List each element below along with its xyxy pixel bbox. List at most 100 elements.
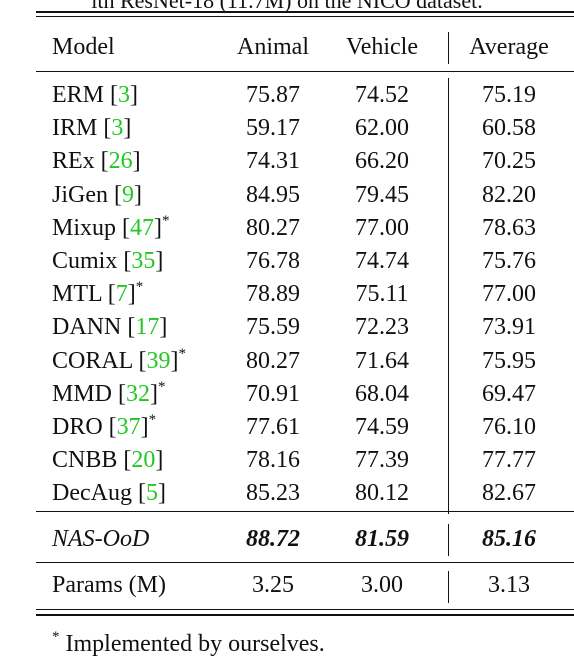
model-name: JiGen xyxy=(52,182,108,208)
model-name: CNBB xyxy=(52,447,118,473)
animal-value: 80.27 xyxy=(246,348,300,374)
model-name: DANN xyxy=(52,314,122,340)
vehicle-value: 68.04 xyxy=(355,381,409,407)
params-divider xyxy=(448,571,449,603)
citation-link[interactable]: 32 xyxy=(126,381,151,407)
self-implemented-mark: * xyxy=(178,346,186,362)
citation-link[interactable]: 9 xyxy=(122,182,134,208)
average-value: 82.20 xyxy=(482,182,536,208)
average-value: 60.58 xyxy=(482,115,536,141)
ours-average-value: 85.16 xyxy=(482,526,536,552)
model-name-cell: DANN [17] xyxy=(52,314,168,340)
animal-value: 77.61 xyxy=(246,414,300,440)
top-rule-inner xyxy=(36,16,574,17)
animal-value: 76.78 xyxy=(246,248,300,274)
model-name: MTL xyxy=(52,281,102,307)
vehicle-value: 77.39 xyxy=(355,447,409,473)
model-name: CORAL xyxy=(52,348,133,374)
model-name-cell: REx [26] xyxy=(52,148,141,174)
footnote: * Implemented by ourselves. xyxy=(52,628,325,660)
self-implemented-mark: * xyxy=(158,379,166,395)
citation-link[interactable]: 26 xyxy=(108,148,133,174)
average-value: 75.76 xyxy=(482,248,536,274)
model-name: DRO xyxy=(52,414,103,440)
vehicle-value: 62.00 xyxy=(355,115,409,141)
header-rule xyxy=(36,71,574,72)
vehicle-value: 79.45 xyxy=(355,182,409,208)
citation-link[interactable]: 47 xyxy=(130,215,155,241)
model-name: DecAug xyxy=(52,480,132,506)
header-divider xyxy=(448,32,449,64)
model-name-cell: CORAL [39]* xyxy=(52,346,186,375)
citation-link[interactable]: 7 xyxy=(115,281,128,307)
model-name-cell: DRO [37]* xyxy=(52,412,157,441)
model-name-cell: MTL [7]* xyxy=(52,279,144,308)
model-name: ERM xyxy=(52,82,105,108)
footnote-text: Implemented by ourselves. xyxy=(65,631,325,657)
vehicle-value: 66.20 xyxy=(355,148,409,174)
animal-value: 84.95 xyxy=(246,182,300,208)
citation-link[interactable]: 35 xyxy=(131,248,156,274)
model-name-cell: CNBB [20] xyxy=(52,447,164,473)
bottom-rule xyxy=(36,614,574,616)
vehicle-value: 72.23 xyxy=(355,314,409,340)
citation-link[interactable]: 17 xyxy=(135,314,160,340)
params-average-value: 3.13 xyxy=(488,572,530,598)
average-value: 82.67 xyxy=(482,480,536,506)
baseline-rule xyxy=(36,511,574,512)
header-average: Average xyxy=(469,34,549,60)
citation-link[interactable]: 20 xyxy=(131,447,156,473)
ours-divider xyxy=(448,524,449,556)
vehicle-value: 71.64 xyxy=(355,348,409,374)
animal-value: 74.31 xyxy=(246,148,300,174)
average-value: 70.25 xyxy=(482,148,536,174)
vehicle-value: 74.52 xyxy=(355,82,409,108)
body-divider xyxy=(448,78,449,514)
citation-link[interactable]: 5 xyxy=(145,480,158,506)
average-value: 75.19 xyxy=(482,82,536,108)
animal-value: 75.87 xyxy=(246,82,300,108)
bottom-rule-inner xyxy=(36,609,574,610)
model-name: REx xyxy=(52,148,95,174)
header-model: Model xyxy=(52,34,115,60)
model-name: Cumix xyxy=(52,248,118,274)
ours-vehicle-value: 81.59 xyxy=(355,526,409,552)
ours-model-name: NAS-OoD xyxy=(52,526,150,552)
average-value: 69.47 xyxy=(482,381,536,407)
vehicle-value: 74.74 xyxy=(355,248,409,274)
vehicle-value: 75.11 xyxy=(355,281,409,307)
vehicle-value: 77.00 xyxy=(355,215,409,241)
average-value: 75.95 xyxy=(482,348,536,374)
animal-value: 80.27 xyxy=(246,215,300,241)
citation-link[interactable]: 3 xyxy=(118,82,131,108)
animal-value: 78.89 xyxy=(246,281,300,307)
model-name-cell: JiGen [9] xyxy=(52,182,142,208)
citation-link[interactable]: 37 xyxy=(116,414,141,440)
average-value: 76.10 xyxy=(482,414,536,440)
params-vehicle-value: 3.00 xyxy=(361,572,403,598)
citation-link[interactable]: 39 xyxy=(146,348,171,374)
table-caption: ith ResNet-18 (11.7M) on the NICO datase… xyxy=(91,0,483,13)
model-name-cell: DecAug [5] xyxy=(52,480,166,506)
animal-value: 70.91 xyxy=(246,381,300,407)
vehicle-value: 74.59 xyxy=(355,414,409,440)
model-name: Mixup xyxy=(52,215,117,241)
params-animal-value: 3.25 xyxy=(252,572,294,598)
params-label: Params (M) xyxy=(52,572,166,598)
model-name-cell: Mixup [47]* xyxy=(52,213,170,242)
animal-value: 85.23 xyxy=(246,480,300,506)
average-value: 78.63 xyxy=(482,215,536,241)
model-name-cell: ERM [3] xyxy=(52,82,139,108)
ours-animal-value: 88.72 xyxy=(246,526,300,552)
self-implemented-mark: * xyxy=(148,412,157,428)
self-implemented-mark: * xyxy=(162,213,170,229)
model-name-cell: MMD [32]* xyxy=(52,379,166,408)
header-animal: Animal xyxy=(237,34,309,60)
animal-value: 78.16 xyxy=(246,447,300,473)
vehicle-value: 80.12 xyxy=(355,480,409,506)
citation-link[interactable]: 3 xyxy=(111,115,124,141)
average-value: 77.77 xyxy=(482,447,536,473)
animal-value: 75.59 xyxy=(246,314,300,340)
animal-value: 59.17 xyxy=(246,115,300,141)
ours-rule xyxy=(36,562,574,563)
